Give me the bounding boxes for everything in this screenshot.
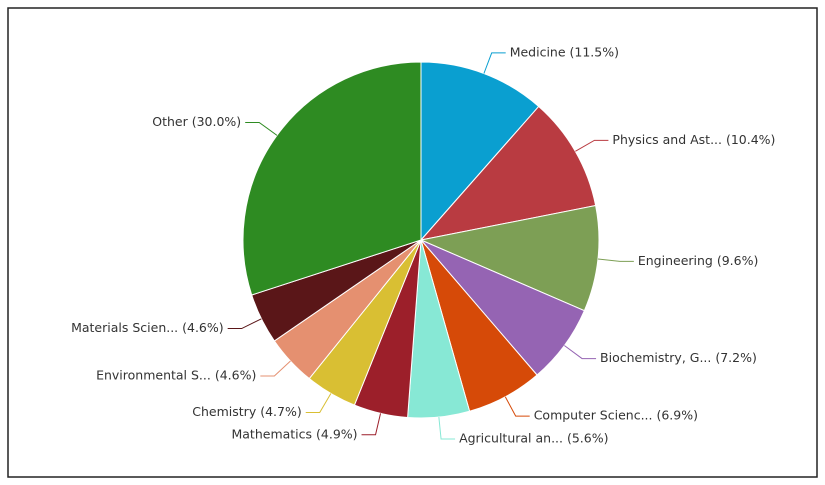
leader-line [564, 345, 597, 360]
slice-label: Agricultural an... (5.6%) [459, 430, 608, 445]
slice-label: Environmental S... (4.6%) [96, 367, 256, 382]
leader-line [361, 413, 382, 436]
slice-label: Mathematics (4.9%) [231, 426, 357, 441]
pie-slice [419, 105, 597, 241]
slice-label: Engineering (9.6%) [638, 253, 758, 268]
pie-slice [242, 61, 422, 296]
slice-label: Computer Scienc... (6.9%) [534, 408, 698, 423]
slice-label: Materials Scien... (4.6%) [71, 320, 224, 335]
leader-line [575, 139, 609, 152]
slice-label: Medicine (11.5%) [510, 44, 619, 59]
slice-label: Other (30.0%) [152, 114, 241, 129]
pie-slice [419, 204, 600, 312]
leader-line [227, 318, 262, 330]
leader-line [438, 417, 456, 440]
leader-line [245, 121, 278, 136]
leader-line [260, 360, 291, 377]
slice-label: Biochemistry, G... (7.2%) [600, 350, 757, 365]
slice-label: Chemistry (4.7%) [192, 404, 301, 419]
leader-line [597, 258, 634, 262]
slice-label: Physics and Ast... (10.4%) [612, 132, 775, 147]
leader-line [483, 52, 506, 74]
leader-line [305, 393, 332, 413]
leader-line [504, 396, 530, 417]
